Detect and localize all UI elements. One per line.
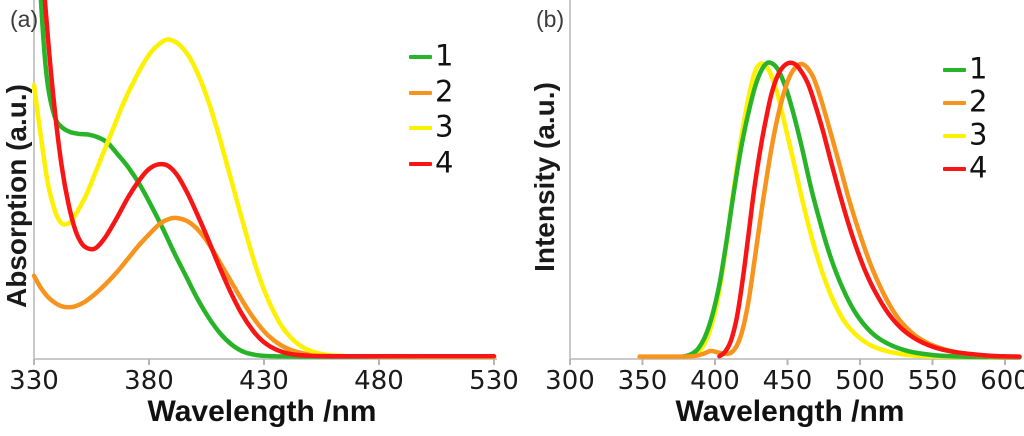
x-tick-label-430: 430	[239, 366, 289, 396]
legend-label-2: 2	[435, 74, 454, 109]
x-tick-label-300: 300	[545, 366, 595, 396]
legend-label-4: 4	[969, 150, 988, 185]
x-tick-label-480: 480	[354, 366, 404, 396]
legend-line-swatch-3	[409, 126, 432, 130]
panel-b-x-axis-title: Wavelength /nm	[675, 395, 905, 428]
x-tick-label-380: 380	[124, 366, 174, 396]
curve-1	[38, 0, 497, 359]
legend-line-swatch-1	[409, 55, 432, 59]
x-tick-label-450: 450	[762, 366, 813, 396]
legend-label-3: 3	[969, 117, 988, 152]
curve-2	[31, 215, 497, 359]
legend-label-1: 1	[435, 38, 454, 73]
legend-label-4: 4	[435, 145, 454, 180]
curve-3	[31, 37, 497, 359]
legend-line-swatch-3	[943, 134, 966, 138]
x-tick-label-600: 600	[980, 366, 1024, 396]
x-tick-label-350: 350	[617, 366, 668, 396]
x-tick-label-400: 400	[690, 366, 740, 396]
panel-a-label: (a)	[10, 6, 39, 32]
x-tick-label-500: 500	[835, 366, 885, 396]
panel-a-x-axis-title: Wavelength /nm	[147, 395, 377, 428]
legend-label-2: 2	[969, 84, 988, 119]
x-tick-label-330: 330	[9, 366, 59, 396]
curve-2	[637, 61, 1022, 360]
legend-line-swatch-4	[943, 167, 966, 171]
legend-label-3: 3	[435, 109, 454, 144]
legend-line-swatch-2	[943, 101, 966, 105]
legend-line-swatch-2	[409, 90, 432, 95]
curve-1	[680, 60, 1022, 360]
legend-label-1: 1	[969, 51, 988, 86]
curve-4	[717, 60, 1022, 359]
panel-b-label: (b)	[536, 6, 565, 32]
curve-4	[42, 0, 497, 359]
legend-line-swatch-1	[943, 68, 966, 72]
panel-a-y-axis-title: Absorption (a.u.)	[1, 84, 32, 308]
x-tick-label-530: 530	[469, 366, 519, 396]
legend-line-swatch-4	[409, 161, 432, 166]
x-tick-label-550: 550	[907, 366, 958, 396]
panel-b-y-axis-title: Intensity (a.u.)	[529, 82, 560, 272]
